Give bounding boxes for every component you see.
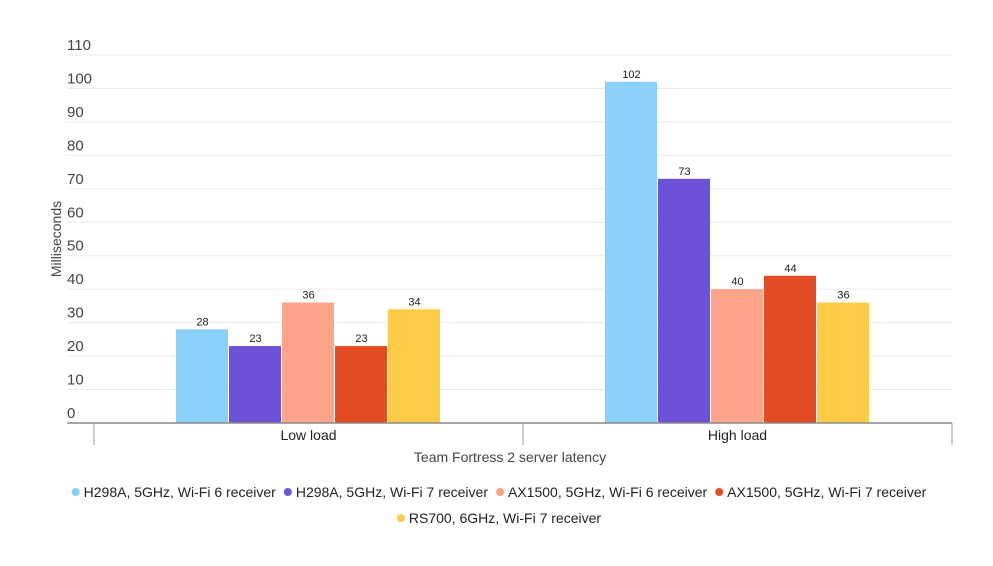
legend-marker-icon: [71, 488, 80, 496]
data-label: 73: [678, 166, 690, 178]
legend-label: H298A, 5GHz, Wi-Fi 6 receiver: [84, 484, 276, 500]
legend-item: AX1500, 5GHz, Wi-Fi 6 receiver: [496, 484, 708, 500]
data-label: 34: [408, 296, 420, 308]
legend-label: H298A, 5GHz, Wi-Fi 7 receiver: [296, 484, 488, 500]
y-tick-label: 10: [67, 372, 84, 389]
legend-item: RS700, 6GHz, Wi-Fi 7 receiver: [396, 510, 601, 526]
legend-marker-icon: [283, 488, 292, 496]
data-label: 44: [784, 263, 796, 275]
legend-marker-icon: [715, 488, 724, 496]
legend-marker-icon: [496, 488, 504, 496]
data-label: 36: [302, 290, 314, 302]
data-label: 102: [622, 69, 640, 81]
bar: [764, 275, 816, 423]
legend-label: AX1500, 5GHz, Wi-Fi 7 receiver: [727, 484, 927, 500]
data-label: 36: [837, 290, 849, 302]
bar: [388, 309, 440, 423]
legend-item: H298A, 5GHz, Wi-Fi 7 receiver: [283, 484, 488, 500]
bar: [711, 289, 763, 423]
legend-label: AX1500, 5GHz, Wi-Fi 6 receiver: [508, 484, 708, 500]
legend-marker-icon: [396, 514, 405, 522]
x-tick-label: High load: [708, 427, 767, 443]
y-axis-label: Milliseconds: [48, 201, 64, 277]
bar: [335, 346, 387, 423]
y-tick-label: 0: [67, 405, 75, 422]
y-tick-label: 40: [67, 271, 84, 288]
y-tick-label: 100: [67, 70, 92, 87]
bar: [817, 302, 869, 423]
y-tick-label: 70: [67, 171, 84, 188]
data-label: 40: [731, 276, 743, 288]
legend-label: RS700, 6GHz, Wi-Fi 7 receiver: [409, 510, 601, 526]
x-tick-label: Low load: [280, 427, 336, 443]
y-tick-label: 60: [67, 204, 84, 221]
x-axis-label: Team Fortress 2 server latency: [414, 449, 606, 465]
axes: 0 10 20 30 40 50 60 70 80 90 100 110 Low load High lo…: [67, 37, 953, 445]
y-tick-label: 90: [67, 104, 84, 121]
bars: 28 23 36 23 34 102 73 40 44 36: [176, 69, 869, 423]
bar: [176, 329, 228, 423]
y-tick-label: 50: [67, 238, 84, 255]
bar: [282, 302, 334, 423]
bar: [658, 178, 710, 423]
y-tick-label: 110: [67, 37, 91, 54]
data-label: 23: [355, 333, 367, 345]
bar: [229, 346, 281, 423]
y-tick-label: 30: [67, 305, 84, 322]
data-label: 23: [249, 333, 261, 345]
data-label: 28: [196, 316, 208, 328]
y-tick-label: 20: [67, 338, 84, 355]
legend-item: H298A, 5GHz, Wi-Fi 6 receiver: [71, 484, 276, 500]
y-tick-label: 80: [67, 137, 84, 154]
legend: H298A, 5GHz, Wi-Fi 6 receiver H298A, 5GHz…: [71, 484, 927, 526]
bar: [605, 81, 657, 423]
legend-item: AX1500, 5GHz, Wi-Fi 7 receiver: [715, 484, 927, 500]
